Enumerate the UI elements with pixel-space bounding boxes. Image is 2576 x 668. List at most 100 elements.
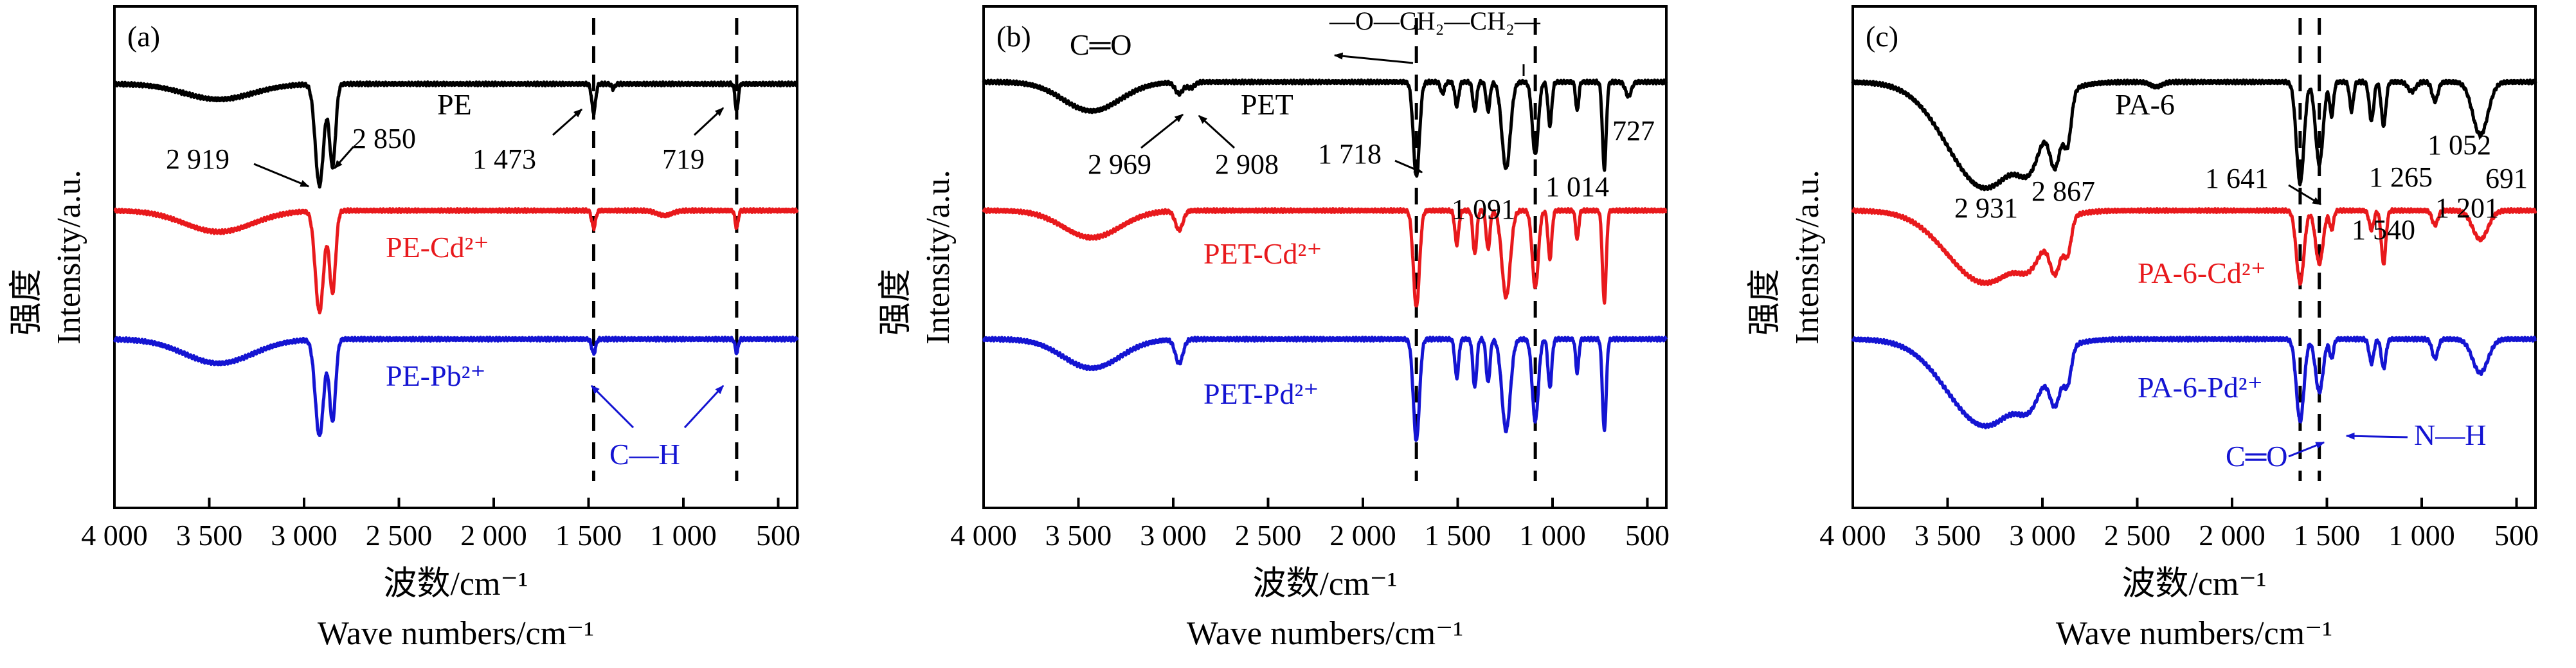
x-tick-label: 2 500 xyxy=(366,519,433,552)
x-tick-label: 1 500 xyxy=(555,519,622,552)
plot-frame xyxy=(113,5,798,509)
annotation-2908: 2 908 xyxy=(1215,149,1279,180)
series-line-red xyxy=(113,207,799,314)
panel-b: 4 000 3 500 3 000 2 500 2 000 1 500 1 000 500 (… xyxy=(878,5,1670,652)
x-tick-label: 500 xyxy=(2494,519,2539,552)
dashed-markers xyxy=(591,18,739,481)
x-tick-label: 3 500 xyxy=(1914,519,1981,552)
panel-label: (a) xyxy=(127,20,160,53)
annotation-2931: 2 931 xyxy=(1954,192,2018,224)
x-axis-label-cn: 波数/cm⁻¹ xyxy=(2121,566,2266,602)
annotation-2969: 2 969 xyxy=(1088,149,1151,180)
annotation-co: C═O xyxy=(2226,440,2288,473)
panel-c: 4 000 3 500 3 000 2 500 2 000 1 500 1 000 500 (… xyxy=(1747,5,2539,652)
annotation-1718: 1 718 xyxy=(1318,138,1382,170)
series-line-black xyxy=(113,80,798,189)
annotation-arrow xyxy=(693,107,725,136)
series-line-red xyxy=(982,207,1668,308)
x-tick-label: 2 000 xyxy=(460,519,527,552)
series-label-pet: PET xyxy=(1241,88,1293,121)
annotation-arrow xyxy=(552,108,583,136)
annotation-nh: N—H xyxy=(2414,419,2486,451)
annotation-727: 727 xyxy=(1612,115,1655,147)
annotation-arrow xyxy=(253,163,310,188)
annotation-2867: 2 867 xyxy=(2031,176,2095,207)
x-tick-label: 3 000 xyxy=(2009,519,2076,552)
x-tick-label: 1 500 xyxy=(1425,519,1491,552)
y-axis-label-en: Intensity/a.u. xyxy=(920,170,957,345)
series-line-black xyxy=(982,78,1668,178)
series-line-blue xyxy=(1851,336,2537,429)
series-line-blue xyxy=(113,336,799,437)
annotation-691: 691 xyxy=(2485,163,2528,194)
annotation-arrow xyxy=(1198,114,1236,149)
dashed-markers xyxy=(1414,18,1537,481)
panel-label: (b) xyxy=(996,20,1031,53)
annotation-1540: 1 540 xyxy=(2352,214,2415,246)
x-axis-label-en: Wave numbers/cm⁻¹ xyxy=(318,615,594,652)
annotation-arrow xyxy=(590,384,635,429)
x-axis-label-cn: 波数/cm⁻¹ xyxy=(1252,566,1397,602)
x-tick-label: 500 xyxy=(1625,519,1670,552)
annotation-1265: 1 265 xyxy=(2369,161,2433,193)
series-label-pa6-pd: PA-6-Pd²⁺ xyxy=(2138,371,2263,404)
annotation-1473: 1 473 xyxy=(473,143,536,175)
annotation-arrow xyxy=(1140,113,1184,149)
x-axis-label-en: Wave numbers/cm⁻¹ xyxy=(1187,615,1463,652)
y-axis-label-cn: 强度 xyxy=(8,269,45,336)
series-label-pa6: PA-6 xyxy=(2115,88,2175,121)
series-label-pet-cd: PET-Cd²⁺ xyxy=(1203,237,1322,270)
annotation-1641: 1 641 xyxy=(2205,163,2269,194)
y-axis-label-cn: 强度 xyxy=(878,269,914,336)
plot-frame xyxy=(1851,5,2537,509)
x-tick-label: 4 000 xyxy=(950,519,1017,552)
annotation-ether: —O—CH₂—CH₂— xyxy=(1329,6,1541,35)
x-tick-label: 1 500 xyxy=(2294,519,2361,552)
series-line-blue xyxy=(982,336,1668,442)
annotation-arrow xyxy=(2288,441,2325,458)
x-tick-label: 1 000 xyxy=(1519,519,1586,552)
annotation-arrow xyxy=(2288,184,2322,206)
x-ticks: 4 000 3 500 3 000 2 500 2 000 1 500 1 000 500 xyxy=(81,498,800,552)
x-tick-label: 500 xyxy=(756,519,800,552)
annotation-arrow xyxy=(333,146,355,170)
panel-label: (c) xyxy=(1866,20,1898,53)
panel-a: 4 000 3 500 3 000 2 500 2 000 1 500 1 000 500 (… xyxy=(8,5,800,652)
plot-frame xyxy=(982,5,1668,509)
x-tick-label: 4 000 xyxy=(1819,519,1886,552)
series-label-pet-pd: PET-Pd²⁺ xyxy=(1203,377,1319,410)
series-label-pe-pb: PE-Pb²⁺ xyxy=(386,359,486,392)
x-tick-label: 4 000 xyxy=(81,519,148,552)
x-tick-label: 2 500 xyxy=(1235,519,1302,552)
annotation-719: 719 xyxy=(662,143,705,175)
spectra xyxy=(113,80,799,437)
x-tick-label: 3 000 xyxy=(1140,519,1207,552)
annotation-co: C═O xyxy=(1070,28,1132,61)
series-label-pe: PE xyxy=(437,88,472,121)
x-ticks: 4 000 3 500 3 000 2 500 2 000 1 500 1 000 500 xyxy=(950,498,1670,552)
x-tick-label: 2 000 xyxy=(1329,519,1396,552)
series-line-black xyxy=(1851,78,2537,192)
annotation-ch: C—H xyxy=(609,438,680,471)
x-tick-label: 3 500 xyxy=(1045,519,1112,552)
spectra xyxy=(1851,78,2537,429)
y-axis-label-en: Intensity/a.u. xyxy=(51,170,87,345)
annotation-arrow xyxy=(1333,52,1414,64)
annotation-2850: 2 850 xyxy=(352,123,416,154)
x-tick-label: 1 000 xyxy=(2388,519,2455,552)
annotation-arrow xyxy=(1394,159,1423,174)
y-axis-label-cn: 强度 xyxy=(1747,269,1783,336)
annotation-2919: 2 919 xyxy=(166,143,230,175)
x-tick-label: 3 000 xyxy=(271,519,338,552)
dashed-markers xyxy=(2298,18,2321,481)
annotation-1052: 1 052 xyxy=(2427,129,2491,161)
series-label-pe-cd: PE-Cd²⁺ xyxy=(386,231,489,264)
y-axis-label-en: Intensity/a.u. xyxy=(1789,170,1826,345)
annotation-1091: 1 091 xyxy=(1452,194,1515,225)
x-tick-label: 2 500 xyxy=(2104,519,2171,552)
x-tick-label: 2 000 xyxy=(2199,519,2265,552)
x-tick-label: 1 000 xyxy=(650,519,717,552)
x-axis-label-en: Wave numbers/cm⁻¹ xyxy=(2056,615,2332,652)
annotation-arrow xyxy=(2345,432,2408,440)
